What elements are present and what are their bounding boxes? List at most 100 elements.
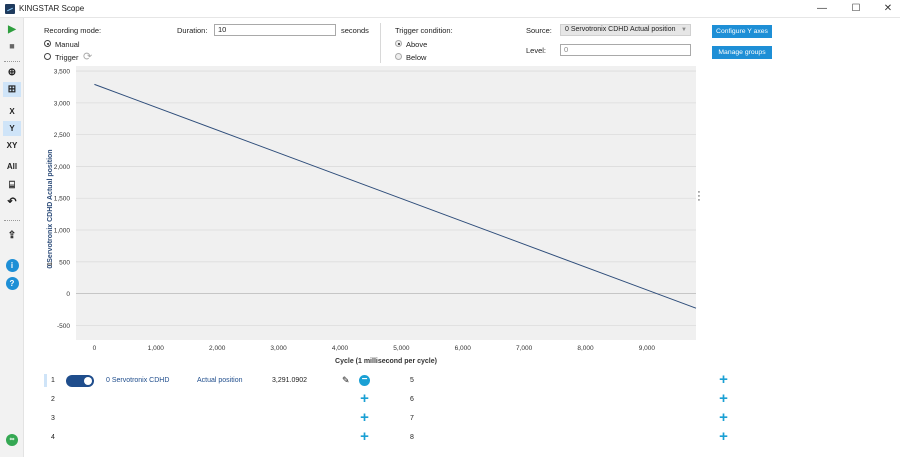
y-tick-label: 1,500 [54, 196, 71, 203]
channel-signal: Actual position [197, 377, 243, 384]
chart-plot-area[interactable] [76, 66, 696, 340]
snapshot-icon[interactable]: ⌸ [9, 180, 15, 191]
info-icon[interactable]: i [3, 258, 21, 273]
zoom-xy-button[interactable]: XY [6, 141, 18, 150]
toolbar-divider [4, 220, 20, 221]
chevron-down-icon: ▼ [681, 27, 687, 33]
stop-icon[interactable]: ■ [9, 41, 15, 51]
add-channel-icon[interactable]: + [360, 409, 369, 426]
help-icon[interactable]: ? [3, 276, 21, 291]
x-axis-label: Cycle (1 millisecond per cycle) [335, 358, 437, 365]
above-radio[interactable] [395, 40, 402, 47]
zoom-x-button[interactable]: X [9, 107, 15, 116]
x-tick-label: 7,000 [516, 345, 533, 352]
x-tick-label: 4,000 [332, 345, 349, 352]
duration-unit: seconds [341, 26, 369, 35]
edit-icon[interactable]: ✎ [342, 375, 350, 385]
close-icon[interactable]: ✕ [883, 3, 893, 14]
channel-value: 3,291.0902 [272, 377, 308, 384]
configure-y-axes-button[interactable]: Configure Y axes [712, 25, 772, 38]
x-tick-label: 3,000 [270, 345, 287, 352]
channel-row: 1 0 Servotronix CDHD Actual position 3,291.… [44, 372, 384, 391]
above-radio-label: Above [406, 40, 428, 49]
channel-row: 5 + [404, 372, 744, 391]
add-channel-icon[interactable]: + [360, 390, 369, 407]
y-tick-label: 3,000 [54, 100, 71, 107]
x-tick-label: 5,000 [393, 345, 410, 352]
trigger-radio-label: Trigger [55, 53, 79, 62]
source-select[interactable]: 0 Servotronix CDHD Actual position ▼ [560, 24, 691, 36]
more-options-icon[interactable]: · · · [697, 186, 701, 206]
rearm-icon[interactable]: ⟳ [83, 51, 93, 63]
channel-row: 7 + [404, 410, 744, 429]
below-radio[interactable] [395, 53, 402, 60]
toolbar-divider [4, 61, 20, 62]
add-channel-icon[interactable]: + [719, 409, 728, 426]
add-channel-icon[interactable]: + [360, 428, 369, 445]
selection-marker [44, 374, 47, 387]
series-line [94, 83, 697, 309]
add-channel-icon[interactable]: + [719, 390, 728, 407]
maximize-icon[interactable]: ☐ [851, 3, 861, 14]
channel-row: 8 + [404, 429, 744, 448]
left-toolbar: ▶ ■ ⊕ ⊞ X Y XY All ⌸ ↶ ⇪ i ? ∞ [0, 18, 24, 457]
below-radio-label: Below [406, 53, 427, 62]
zoom-area-icon[interactable]: ⊞ [3, 82, 21, 97]
manual-radio[interactable] [44, 40, 51, 47]
y-tick-label: 0 [66, 291, 70, 298]
x-tick-label: 1,000 [148, 345, 165, 352]
channel-number: 4 [51, 434, 55, 441]
x-tick-label: 6,000 [455, 345, 472, 352]
title-bar: KINGSTAR Scope — ☐ ✕ [0, 0, 900, 18]
manage-groups-button[interactable]: Manage groups [712, 46, 772, 59]
zoom-y-button[interactable]: Y [3, 121, 21, 136]
trigger-condition-label: Trigger condition: [395, 26, 453, 35]
duration-input[interactable]: 10 [214, 24, 336, 36]
channel-number: 5 [410, 377, 414, 384]
zoom-all-button[interactable]: All [6, 162, 18, 171]
x-tick-label: 0 [93, 345, 97, 352]
channel-number: 1 [51, 377, 55, 384]
add-channel-icon[interactable]: + [719, 371, 728, 388]
play-icon[interactable]: ▶ [8, 24, 16, 35]
undo-zoom-icon[interactable]: ↶ [7, 196, 17, 208]
add-channel-icon[interactable]: + [719, 428, 728, 445]
channel-number: 7 [410, 415, 414, 422]
y-tick-label: 3,500 [54, 69, 71, 76]
channel-row: 6 + [404, 391, 744, 410]
y-tick-label: 500 [59, 259, 70, 266]
x-tick-label: 9,000 [639, 345, 656, 352]
channel-row: 4 + [44, 429, 384, 448]
x-tick-label: 8,000 [577, 345, 594, 352]
duration-label: Duration: [177, 26, 208, 35]
y-tick-label: 2,500 [54, 132, 71, 139]
y-tick-label: -500 [57, 323, 70, 330]
channel-row: 2 + [44, 391, 384, 410]
x-tick-label: 2,000 [209, 345, 226, 352]
export-icon[interactable]: ⇪ [7, 230, 17, 241]
manual-radio-label: Manual [55, 40, 80, 49]
source-select-value: 0 Servotronix CDHD Actual position [565, 26, 676, 33]
y-axis-label: 0 Servotronix CDHD Actual position [47, 149, 54, 268]
channel-number: 2 [51, 396, 55, 403]
window-title: KINGSTAR Scope [19, 4, 85, 13]
channel-number: 8 [410, 434, 414, 441]
trigger-radio[interactable] [44, 53, 51, 60]
channel-number: 3 [51, 415, 55, 422]
minimize-icon[interactable]: — [817, 3, 827, 14]
channel-device: 0 Servotronix CDHD [106, 377, 170, 384]
level-input[interactable]: 0 [560, 44, 691, 56]
section-divider [380, 23, 381, 63]
y-tick-label: 1,000 [54, 228, 71, 235]
app-logo-icon [5, 4, 15, 14]
y-axis-index-label: 1 [47, 262, 54, 266]
zoom-in-icon[interactable]: ⊕ [7, 67, 17, 78]
y-tick-label: 2,000 [54, 164, 71, 171]
remove-channel-icon[interactable]: − [359, 375, 370, 386]
source-label: Source: [526, 26, 552, 35]
recording-mode-label: Recording mode: [44, 26, 102, 35]
channel-enable-toggle[interactable] [66, 375, 94, 387]
channel-number: 6 [410, 396, 414, 403]
connection-status-icon: ∞ [3, 431, 21, 446]
